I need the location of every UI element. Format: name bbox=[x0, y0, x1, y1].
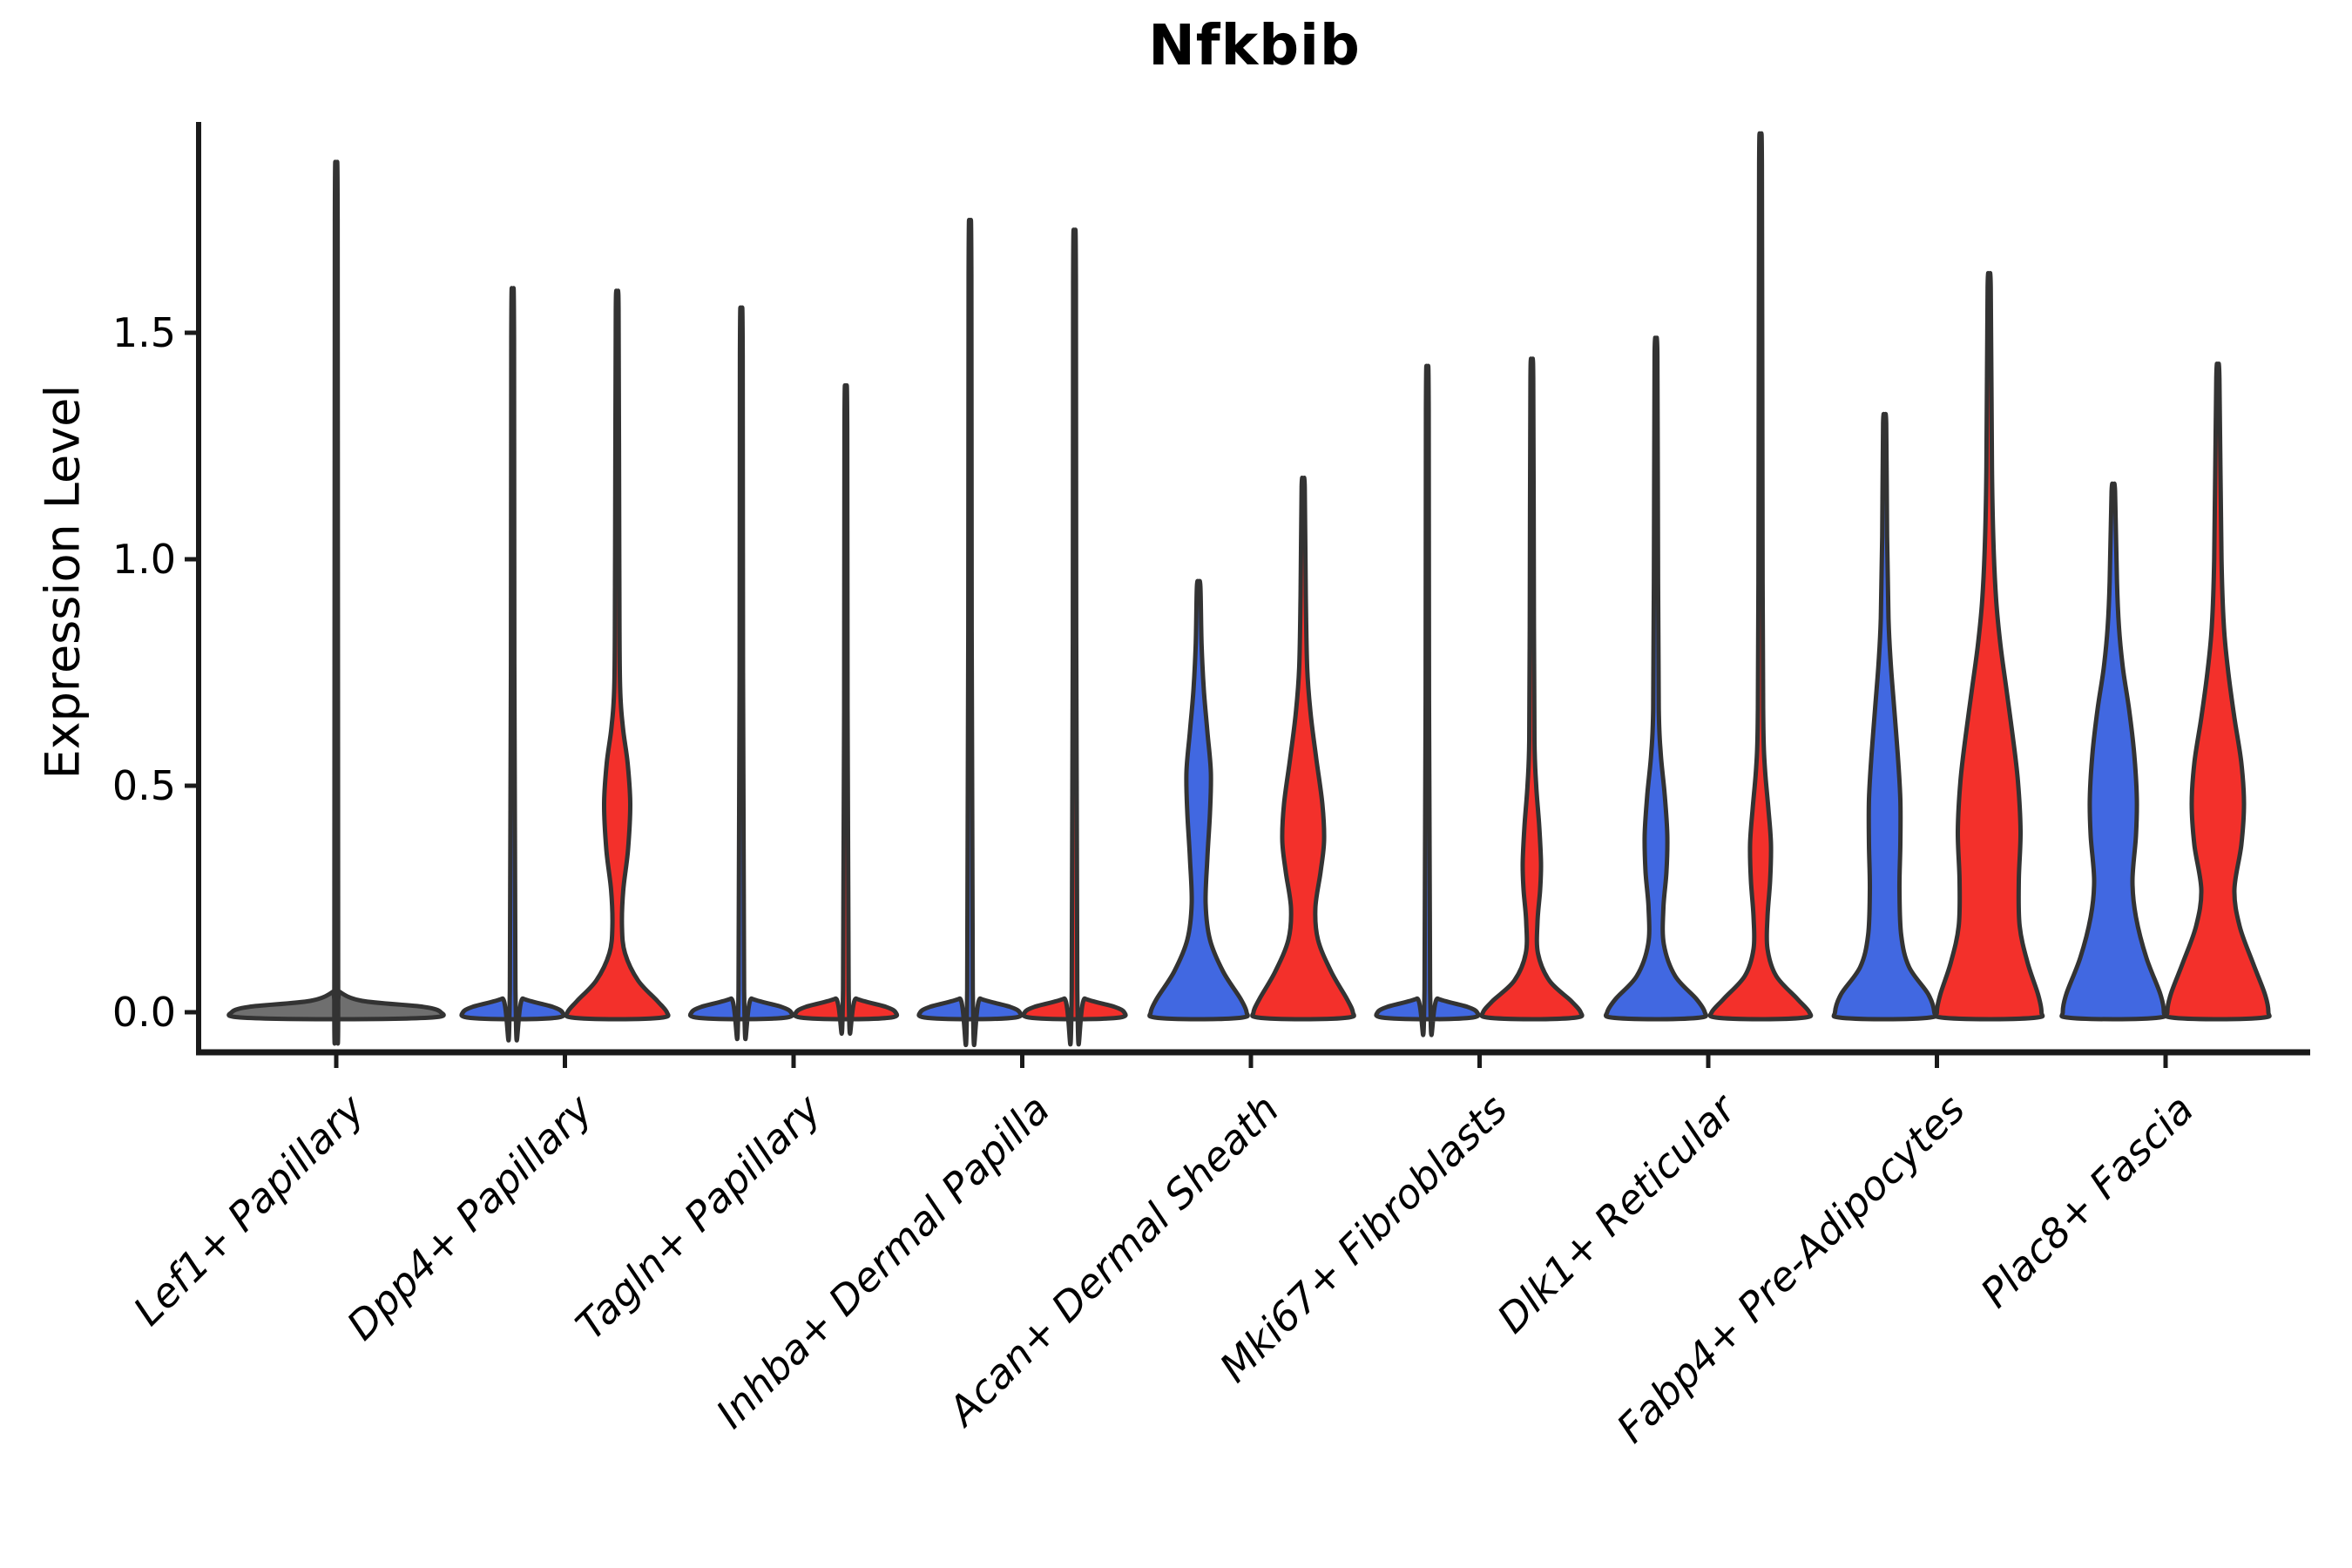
violin-lef1-papillary-single bbox=[226, 159, 446, 1046]
violin-plac8-fascia-red bbox=[2164, 362, 2272, 1022]
violin-fabp4-pre-adipocytes-red bbox=[1933, 271, 2045, 1022]
y-tick-label-1.5: 1.5 bbox=[112, 309, 176, 356]
violin-tagln-papillary-blue bbox=[687, 305, 795, 1042]
y-tick-label-1.0: 1.0 bbox=[112, 536, 176, 583]
y-tick-label-0.0: 0.0 bbox=[112, 989, 176, 1036]
violin-inhba-dermal-papilla-red bbox=[1021, 227, 1128, 1047]
violin-plac8-fascia-blue bbox=[2059, 481, 2167, 1022]
violin-dlk1-reticular-red bbox=[1707, 131, 1814, 1022]
chart-title: Nfkbib bbox=[1148, 14, 1361, 78]
violin-dpp4-papillary-red bbox=[564, 288, 671, 1022]
violin-mki67-fibroblasts-red bbox=[1479, 356, 1585, 1022]
violin-acan-dermal-sheath-blue bbox=[1147, 578, 1250, 1022]
violin-fabp4-pre-adipocytes-blue bbox=[1831, 411, 1938, 1022]
violin-dlk1-reticular-blue bbox=[1603, 335, 1709, 1022]
violin-tagln-papillary-red bbox=[792, 382, 900, 1036]
violin-dpp4-papillary-blue bbox=[459, 286, 566, 1043]
y-tick-label-0.5: 0.5 bbox=[112, 762, 176, 809]
violin-acan-dermal-sheath-red bbox=[1250, 475, 1356, 1022]
violin-inhba-dermal-papilla-blue bbox=[916, 218, 1024, 1048]
violin-mki67-fibroblasts-blue bbox=[1374, 363, 1481, 1037]
